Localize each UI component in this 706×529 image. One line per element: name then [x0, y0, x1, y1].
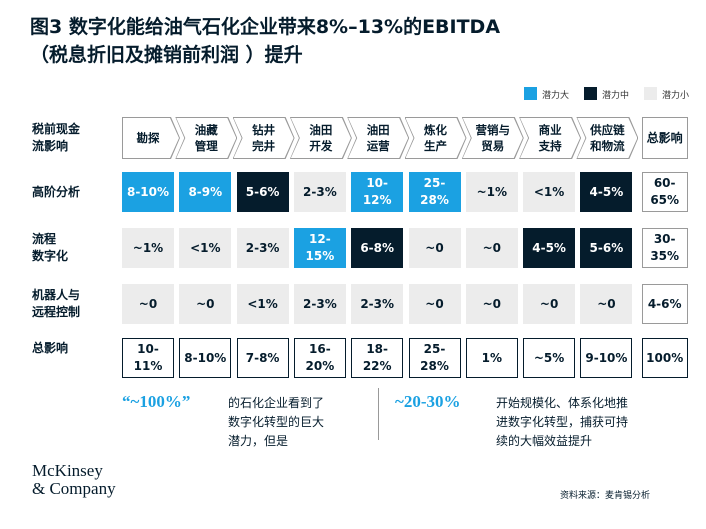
- source: 资料来源：麦肯锡分析: [560, 491, 651, 501]
- row-total: 30- 35%: [641, 228, 688, 268]
- cell: <1%: [179, 228, 232, 268]
- total-cell: 25- 28%: [408, 338, 461, 378]
- title-line: （税息折旧及摊销前利润 ）提升: [30, 44, 303, 66]
- callout-highlight: ~20-30%: [395, 392, 461, 411]
- corner-label: 税前现金 流影响: [32, 122, 81, 153]
- total-cell: 1%: [465, 338, 518, 378]
- legend-swatch: [644, 87, 657, 100]
- cell: ~0: [465, 284, 518, 324]
- chevron: 营销与 贸易: [462, 117, 524, 159]
- cell: 4-5%: [523, 228, 576, 268]
- cell: ~0: [408, 228, 461, 268]
- callout-highlight: “~100%”: [122, 392, 191, 411]
- cell: 4-5%: [580, 172, 633, 212]
- legend-label: 潜力中: [602, 91, 630, 101]
- cell: ~0: [408, 284, 461, 324]
- column-header: 钻井 完井: [234, 118, 294, 158]
- chevron: 钻井 完井: [233, 117, 295, 159]
- column-header: 供应链 和物流: [577, 118, 637, 158]
- cell: 2-3%: [351, 284, 404, 324]
- column-header: 营销与 贸易: [463, 118, 523, 158]
- row-label: 高阶分析: [32, 184, 81, 199]
- chevron: 油田 运营: [347, 117, 409, 159]
- cell: <1%: [523, 172, 576, 212]
- cell: 5-6%: [236, 172, 289, 212]
- cell: 2-3%: [236, 228, 289, 268]
- cell: 8-10%: [122, 172, 174, 212]
- row-label: 机器人与 远程控制: [32, 288, 81, 319]
- total-cell: 16- 20%: [293, 338, 346, 378]
- cell: 2-3%: [293, 284, 346, 324]
- column-header: 勘探: [123, 118, 179, 158]
- total-cell: 9-10%: [580, 338, 633, 378]
- chevron: 勘探: [122, 117, 180, 159]
- cell: 6-8%: [351, 228, 404, 268]
- total-cell: ~5%: [523, 338, 576, 378]
- chevron: 商业 支持: [519, 117, 581, 159]
- total-cell: 8-10%: [179, 338, 232, 378]
- total-header: 总影响: [641, 117, 688, 159]
- column-header: 炼化 生产: [406, 118, 466, 158]
- legend-label: 潜力大: [542, 91, 570, 101]
- total-cell: 18- 22%: [351, 338, 404, 378]
- cell: ~1%: [122, 228, 174, 268]
- chevron: 油藏 管理: [175, 117, 237, 159]
- row-label: 流程 数字化: [32, 232, 69, 263]
- cell: ~0: [179, 284, 232, 324]
- chevron: 供应链 和物流: [576, 117, 638, 159]
- cell: ~1%: [465, 172, 518, 212]
- chevron: 油田 开发: [290, 117, 352, 159]
- cell: 12- 15%: [293, 228, 346, 268]
- cell: <1%: [236, 284, 289, 324]
- column-header: 商业 支持: [520, 118, 580, 158]
- row-total: 60- 65%: [641, 172, 688, 212]
- cell: ~0: [465, 228, 518, 268]
- callout-text: 的石化企业看到了 数字化转型的巨大 潜力，但是: [228, 396, 325, 448]
- cell: 8-9%: [179, 172, 232, 212]
- cell: 10- 12%: [351, 172, 404, 212]
- column-header: 油田 开发: [291, 118, 351, 158]
- column-header: 油田 运营: [348, 118, 408, 158]
- callout-text: 开始规模化、体系化地推 进数字化转型，捕获可持 续的大幅效益提升: [496, 396, 629, 448]
- legend-swatch: [584, 87, 597, 100]
- total-cell: 7-8%: [236, 338, 289, 378]
- logo: McKinsey & Company: [32, 461, 116, 498]
- cell: 2-3%: [293, 172, 346, 212]
- cell: ~0: [122, 284, 174, 324]
- divider: [378, 388, 379, 440]
- grand-total: 100%: [641, 338, 688, 378]
- cell: ~0: [523, 284, 576, 324]
- cell: ~0: [580, 284, 633, 324]
- row-total: 4-6%: [641, 284, 688, 324]
- column-header: 油藏 管理: [176, 118, 236, 158]
- cell: 25- 28%: [408, 172, 461, 212]
- total-cell: 10- 11%: [122, 338, 174, 378]
- spacer: [32, 455, 33, 456]
- title-line: 图3 数字化能给油气石化企业带来8%–13%的EBITDA: [30, 16, 501, 38]
- legend-label: 潜力小: [662, 91, 690, 101]
- chevron: 炼化 生产: [405, 117, 467, 159]
- row-label: 总影响: [32, 340, 69, 355]
- legend-swatch: [524, 87, 537, 100]
- cell: 5-6%: [580, 228, 633, 268]
